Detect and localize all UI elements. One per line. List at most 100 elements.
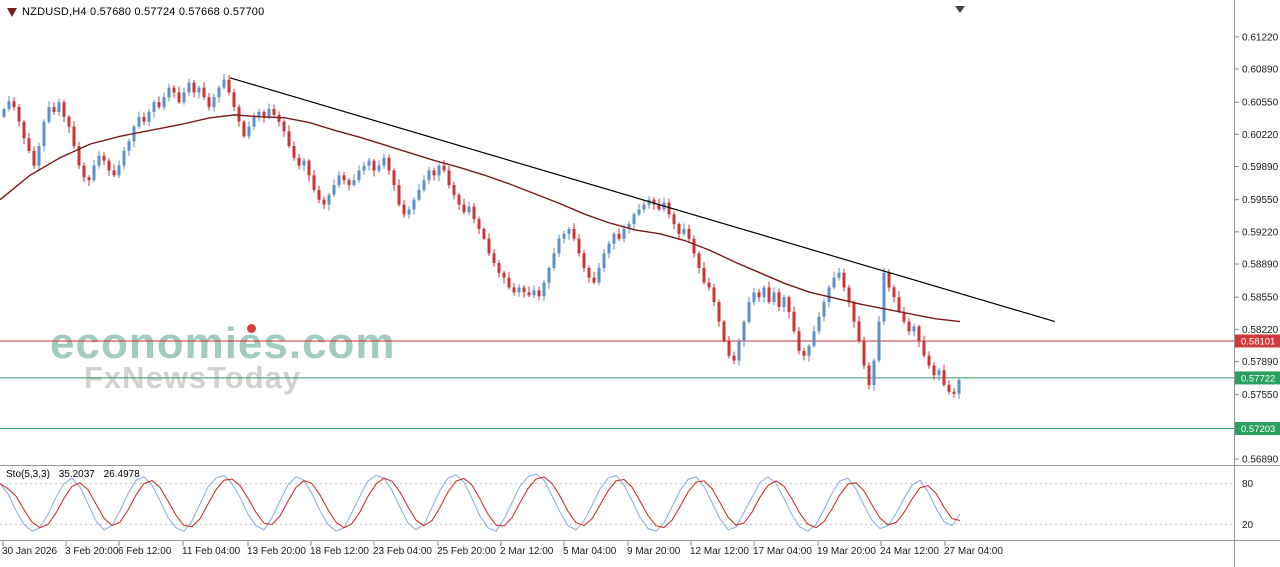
candlestick [567, 228, 571, 234]
candlestick [432, 170, 436, 176]
candlestick [277, 114, 281, 122]
candlestick [612, 233, 616, 244]
candlestick [302, 160, 306, 166]
descending-trendline[interactable] [229, 77, 1056, 323]
chart-shift-marker-icon[interactable] [955, 6, 965, 13]
candlestick [877, 321, 881, 361]
candlestick [412, 199, 416, 210]
chart-title: NZDUSD,H4 0.57680 0.57724 0.57668 0.5770… [22, 6, 265, 18]
candlestick [457, 194, 461, 205]
candlestick [157, 102, 161, 108]
sto-k-line [0, 473, 961, 532]
candlestick [487, 238, 491, 254]
candlestick [47, 107, 51, 122]
candlestick [652, 199, 656, 205]
candlestick [857, 321, 861, 342]
candlestick [297, 157, 301, 166]
candlestick [372, 160, 376, 171]
candlestick [2, 109, 6, 117]
candlestick [307, 160, 311, 176]
candlestick [542, 282, 546, 297]
indicator-k-value: 35.2037 [58, 469, 95, 480]
candlestick [187, 82, 191, 93]
moving-average-line[interactable] [0, 114, 961, 323]
candlestick [377, 165, 381, 171]
candlestick [62, 102, 66, 117]
candlestick [67, 116, 71, 127]
candlestick [407, 209, 411, 215]
candlestick [862, 341, 866, 366]
price-tick-label: 0.59890 [1242, 162, 1279, 173]
candlestick [727, 341, 731, 356]
sto-level-label: 80 [1242, 479, 1254, 490]
candlestick [337, 175, 341, 186]
candlestick [272, 109, 276, 115]
candlestick [717, 302, 721, 322]
candlestick [817, 316, 821, 332]
candlestick [832, 277, 836, 288]
candlestick [687, 228, 691, 239]
candlestick [127, 141, 131, 151]
candlestick [37, 146, 41, 166]
candlestick [342, 175, 346, 181]
candlestick [907, 321, 911, 332]
time-tick-label: 6 Feb 12:00 [118, 546, 172, 557]
candlestick [772, 292, 776, 303]
candlestick [87, 177, 91, 181]
candlestick [477, 219, 481, 229]
candlestick [677, 224, 681, 234]
price-tick-label: 0.58220 [1242, 325, 1279, 336]
candlestick [637, 209, 641, 215]
candlestick [682, 228, 686, 234]
candlestick [152, 102, 156, 112]
price-tick-label: 0.58550 [1242, 293, 1279, 304]
time-tick-label: 2 Mar 12:00 [500, 546, 554, 557]
candlestick [102, 155, 106, 161]
candlestick [247, 126, 251, 137]
candlestick [507, 277, 511, 288]
time-tick-label: 5 Mar 04:00 [563, 546, 617, 557]
candlestick [327, 194, 331, 205]
candlestick [112, 170, 116, 176]
candlestick [872, 360, 876, 385]
candlestick [357, 170, 361, 181]
candlestick [397, 185, 401, 205]
candlestick [237, 107, 241, 122]
candlestick [762, 287, 766, 298]
candlestick [597, 267, 601, 283]
price-tag-label: 0.58101 [1241, 336, 1275, 347]
candlestick [447, 170, 451, 186]
candlestick [217, 87, 221, 98]
candlestick [737, 341, 741, 361]
candlestick [552, 253, 556, 268]
candlestick [182, 92, 186, 103]
time-tick-label: 18 Feb 12:00 [310, 546, 369, 557]
candlestick [497, 263, 501, 273]
candlestick [787, 297, 791, 312]
candlestick [362, 165, 366, 171]
time-tick-label: 19 Mar 20:00 [817, 546, 876, 557]
candlestick [202, 87, 206, 98]
candlestick [627, 224, 631, 229]
time-tick-label: 3 Feb 20:00 [65, 546, 119, 557]
candlestick [702, 267, 706, 283]
candlestick [932, 365, 936, 376]
candlestick [97, 155, 101, 166]
candlestick [57, 102, 61, 112]
candlestick [262, 111, 266, 117]
candlestick [482, 228, 486, 239]
candlestick [92, 165, 96, 181]
candlestick [367, 160, 371, 166]
candlestick [242, 121, 246, 137]
candlestick [837, 272, 841, 278]
candlestick [587, 267, 591, 278]
price-tick-label: 0.56890 [1242, 455, 1279, 466]
candlestick [867, 365, 871, 385]
candlestick [942, 370, 946, 385]
candlestick [312, 175, 316, 190]
candlestick [547, 267, 551, 283]
time-tick-label: 23 Feb 04:00 [373, 546, 432, 557]
candlestick [52, 107, 56, 112]
